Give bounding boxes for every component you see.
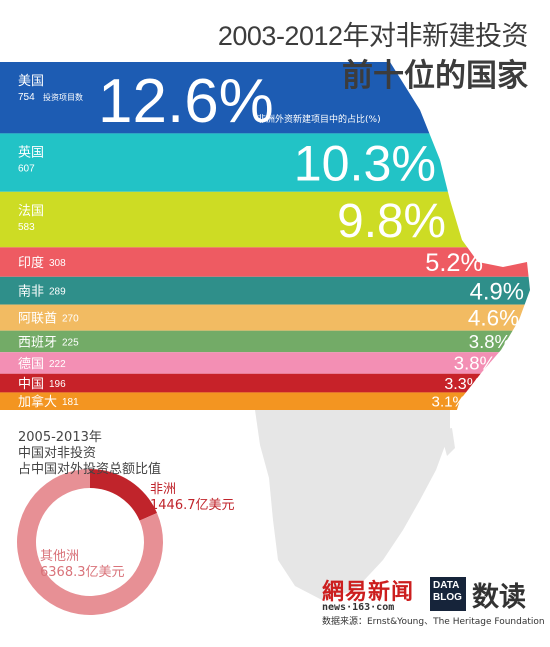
bar-name-9: 加拿大 [18,394,57,410]
bar-name-1: 英国 [18,145,44,160]
bar-count-0: 754 [18,92,35,103]
donut-title: 2005-2013年 中国对非投资 占中国对外投资总额比值 [18,430,161,478]
datablog-logo-box [430,577,466,611]
datablog-line2: BLOG [433,592,462,603]
bar-name-6: 西班牙 [18,335,57,350]
bar-7 [0,352,530,374]
datablog-logo-text: DATA BLOG [433,580,462,604]
donut-label-other-name: 其他洲 [40,549,80,564]
shudu-logo-text: 数读 [472,582,526,613]
chart-title-line2: 前十位的国家 [342,58,528,94]
bar-count-5: 270 [62,314,79,325]
bar-count-9: 181 [62,397,79,408]
bar-name-4: 南非 [18,284,44,300]
donut-chart [16,469,163,615]
donut-slice-0 [90,469,158,521]
bar-5 [0,304,530,331]
bar-count-7: 222 [49,359,66,370]
bar-percent-7: 3.8% [454,353,496,374]
madagascar-shape [440,428,455,456]
bar-percent-2: 9.8% [337,195,446,248]
bar-count-6: 225 [62,337,79,348]
netease-news-url: news·163·com [322,602,395,613]
data-source: 数据来源：Ernst&Young、The Heritage Foundation [322,617,545,627]
bar-count-1: 607 [18,163,35,174]
bar-6 [0,330,530,353]
donut-label-africa-name: 非洲 [150,482,177,497]
bar-percent-4: 4.9% [470,278,524,305]
bar-3 [0,247,530,277]
bar-percent-0: 12.6% [98,67,274,136]
bar-name-8: 中国 [18,377,44,392]
bar-count-label-0: 投资项目数 [43,92,83,102]
donut-label-other-value: 6368.3亿美元 [40,565,125,580]
bar-percent-5: 4.6% [468,306,519,331]
bar-name-5: 阿联酋 [18,311,57,327]
netease-news-logo: 網易新闻 [322,579,415,605]
bar-name-3: 印度 [18,255,44,271]
chart-title-line1: 2003-2012年对非新建投资 [217,21,529,51]
bar-percent-8: 3.3% [444,375,481,393]
donut-title-line2: 中国对非投资 [18,446,97,461]
donut-label-other: 其他洲 6368.3亿美元 [40,549,125,581]
bar-9 [0,392,530,410]
bar-4 [0,276,530,305]
donut-title-line1: 2005-2013年 [18,430,102,445]
donut-title-line3: 占中国对外投资总额比值 [18,462,162,477]
bar-name-2: 法国 [18,204,44,219]
bar-name-7: 德国 [18,357,44,372]
bar-name-0: 美国 [18,74,44,89]
value-note: 非洲外资新建项目中的占比(%) [257,113,381,125]
datablog-line1: DATA [433,580,460,591]
bar-percent-6: 3.8% [469,331,511,352]
bar-8 [0,373,530,393]
bar-count-4: 289 [49,287,66,298]
bar-count-8: 196 [49,379,66,390]
bar-labels-group: 美国 754 投资项目数 12.6%非洲外资新建项目中的占比(%) 英国 607 10.3%… [18,67,524,411]
donut-label-africa-value: 1446.7亿美元 [150,498,235,513]
bar-percent-3: 5.2% [425,249,483,277]
bar-count-2: 583 [18,222,35,233]
bar-2 [0,191,530,248]
donut-label-africa: 非洲 1446.7亿美元 [150,482,235,514]
africa-southern-silhouette [255,410,450,600]
bar-percent-9: 3.1% [432,394,466,411]
bar-count-3: 308 [49,258,66,269]
bar-percent-1: 10.3% [294,136,436,192]
bar-1 [0,133,530,192]
